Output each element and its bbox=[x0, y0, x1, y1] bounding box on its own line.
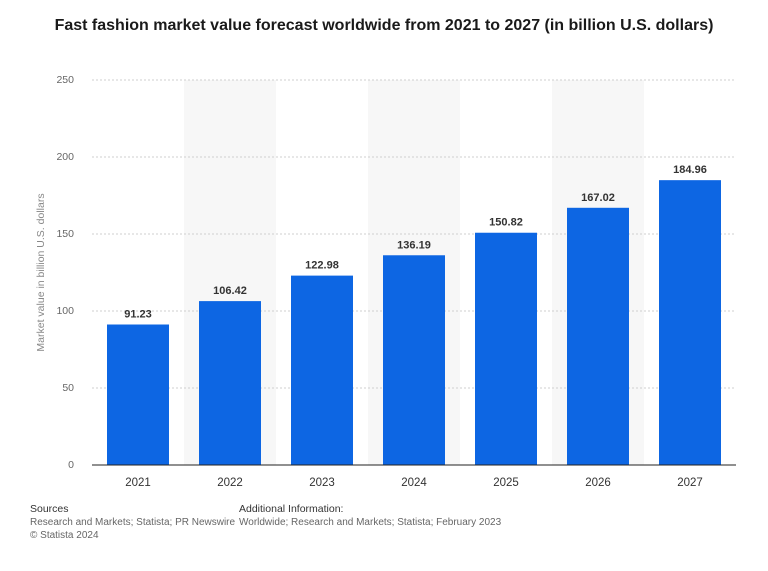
y-axis-label: Market value in billion U.S. dollars bbox=[35, 193, 47, 351]
additional-info-text: Worldwide; Research and Markets; Statist… bbox=[239, 517, 502, 528]
y-tick-label: 200 bbox=[56, 151, 74, 163]
x-tick-label: 2023 bbox=[309, 477, 335, 489]
y-tick-label: 100 bbox=[56, 305, 74, 317]
bar-chart: 0 50 100 150 200 250 91.23 106.42 122.98 136.19 1… bbox=[35, 74, 736, 489]
x-tick-label: 2024 bbox=[401, 477, 427, 489]
chart-title: Fast fashion market value forecast world… bbox=[54, 17, 714, 34]
additional-info-title: Additional Information: bbox=[239, 503, 344, 515]
bar-2023 bbox=[291, 275, 353, 465]
x-tick-label: 2026 bbox=[585, 477, 611, 489]
x-tick-label: 2022 bbox=[217, 477, 243, 489]
y-tick-label: 150 bbox=[56, 228, 74, 240]
value-label: 106.42 bbox=[213, 285, 247, 297]
value-label: 136.19 bbox=[397, 239, 431, 251]
bar-2024 bbox=[383, 255, 445, 465]
bar-2022 bbox=[199, 301, 261, 465]
bars bbox=[107, 180, 721, 466]
y-tick-label: 50 bbox=[62, 382, 74, 394]
bar-2026 bbox=[567, 207, 629, 466]
value-label: 167.02 bbox=[581, 192, 615, 204]
sources-title: Sources bbox=[30, 503, 69, 515]
value-label: 122.98 bbox=[305, 260, 339, 272]
value-label: 150.82 bbox=[489, 217, 523, 229]
y-tick-label: 0 bbox=[68, 459, 74, 471]
bar-2027 bbox=[659, 180, 721, 465]
x-tick-label: 2025 bbox=[493, 477, 519, 489]
bar-2021 bbox=[107, 324, 169, 465]
value-labels: 91.23 106.42 122.98 136.19 150.82 167.02 184.9… bbox=[124, 164, 707, 320]
x-axis-ticks: 2021 2022 2023 2024 2025 2026 2027 bbox=[125, 477, 703, 489]
value-label: 184.96 bbox=[673, 164, 707, 176]
y-axis-ticks: 0 50 100 150 200 250 bbox=[56, 74, 74, 471]
x-tick-label: 2027 bbox=[677, 477, 703, 489]
additional-info-block: Additional Information: Worldwide; Resea… bbox=[239, 503, 501, 529]
x-tick-label: 2021 bbox=[125, 477, 151, 489]
value-label: 91.23 bbox=[124, 309, 152, 321]
sources-block: Sources Research and Markets; Statista; … bbox=[30, 503, 235, 542]
copyright-text: © Statista 2024 bbox=[30, 530, 99, 541]
sources-text: Research and Markets; Statista; PR Newsw… bbox=[30, 517, 236, 528]
y-tick-label: 250 bbox=[56, 74, 74, 86]
bar-2025 bbox=[475, 232, 537, 465]
